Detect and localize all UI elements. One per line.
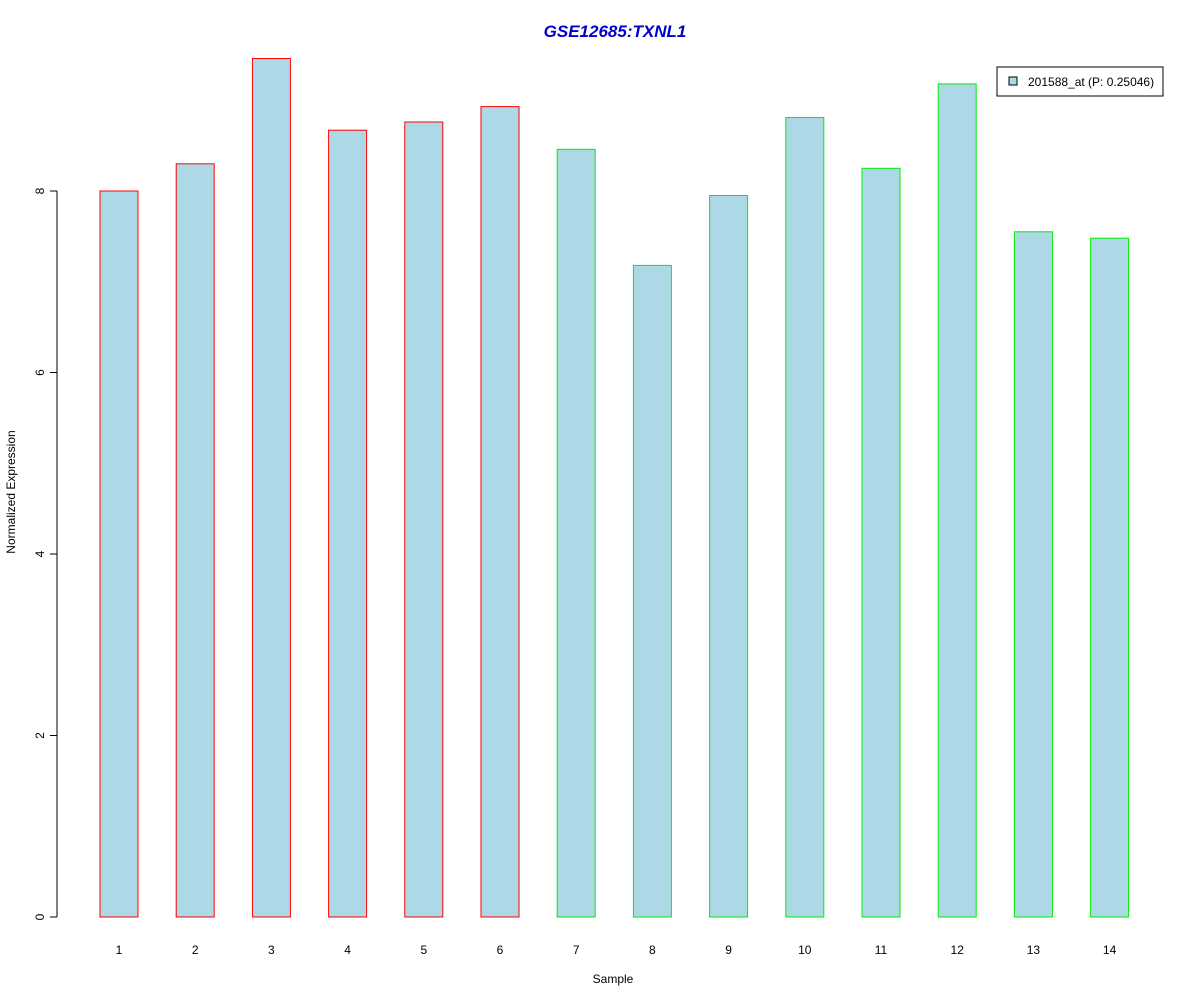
chart-title: GSE12685:TXNL1 bbox=[544, 22, 687, 41]
bar-sample-6 bbox=[480, 106, 520, 918]
x-tick-label: 10 bbox=[798, 943, 812, 957]
x-tick-label: 7 bbox=[573, 943, 580, 957]
y-axis-label: Normalized Expression bbox=[4, 430, 18, 553]
bar-sample-7 bbox=[556, 148, 596, 918]
bar-sample-4 bbox=[328, 129, 368, 918]
legend-swatch bbox=[1008, 76, 1018, 86]
x-tick-label: 11 bbox=[875, 943, 888, 957]
x-tick-label: 3 bbox=[268, 943, 275, 957]
x-tick-label: 1 bbox=[116, 943, 123, 957]
bar-sample-9 bbox=[709, 195, 749, 918]
x-tick-labels: 1 2 3 4 5 6 7 8 9 10 11 12 13 14 bbox=[116, 943, 1117, 957]
x-tick-label: 6 bbox=[497, 943, 504, 957]
x-tick-label: 13 bbox=[1027, 943, 1041, 957]
bars bbox=[99, 58, 1130, 918]
bar-sample-1 bbox=[99, 190, 139, 918]
bar-sample-8 bbox=[632, 264, 672, 918]
x-tick-label: 12 bbox=[951, 943, 965, 957]
bar-sample-13 bbox=[1013, 231, 1053, 918]
y-axis: 0 2 4 6 8 bbox=[33, 187, 58, 920]
bar-sample-11 bbox=[861, 167, 901, 918]
y-tick-label: 6 bbox=[33, 369, 47, 376]
legend-label: 201588_at (P: 0.25046) bbox=[1028, 75, 1154, 89]
x-tick-label: 2 bbox=[192, 943, 199, 957]
y-tick-label: 4 bbox=[33, 550, 47, 557]
y-tick-label: 0 bbox=[33, 913, 47, 920]
x-tick-label: 14 bbox=[1103, 943, 1117, 957]
x-tick-label: 5 bbox=[420, 943, 427, 957]
bar-sample-3 bbox=[251, 58, 291, 918]
bar-sample-14 bbox=[1090, 237, 1130, 918]
y-tick-label: 8 bbox=[33, 187, 47, 194]
bar-sample-10 bbox=[785, 117, 825, 918]
bar-sample-12 bbox=[937, 83, 977, 918]
x-axis-label: Sample bbox=[593, 972, 634, 986]
x-tick-label: 9 bbox=[725, 943, 732, 957]
y-tick-label: 2 bbox=[33, 732, 47, 739]
legend-box bbox=[996, 66, 1164, 97]
x-tick-label: 8 bbox=[649, 943, 656, 957]
bar-sample-5 bbox=[404, 121, 444, 918]
legend: 201588_at (P: 0.25046) bbox=[996, 66, 1164, 97]
bar-sample-2 bbox=[175, 163, 215, 918]
x-tick-label: 4 bbox=[344, 943, 351, 957]
